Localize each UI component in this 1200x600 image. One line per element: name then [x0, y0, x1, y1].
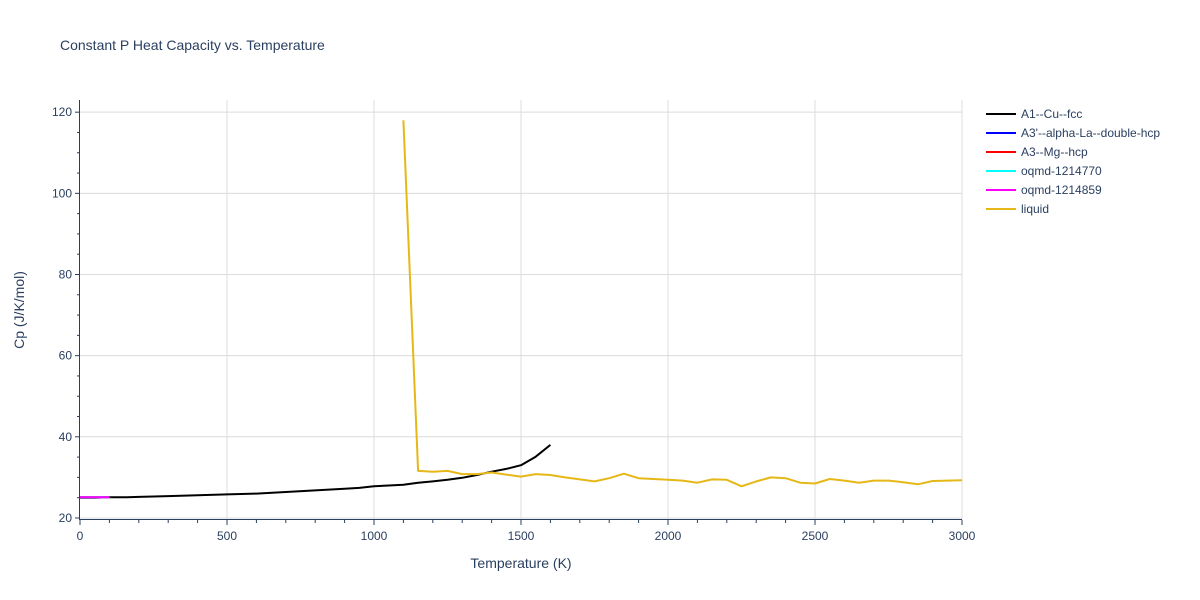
grid-lines [80, 100, 963, 520]
series-line-5 [402, 120, 963, 488]
axes [79, 100, 962, 520]
x-tick-label: 1000 [361, 529, 388, 543]
plot-area [80, 120, 963, 499]
series-line-0 [80, 444, 552, 499]
y-tick-label: 20 [59, 511, 73, 525]
x-tick-label: 1500 [508, 529, 535, 543]
legend-item[interactable]: oqmd-1214859 [986, 183, 1102, 197]
x-tick-label: 2500 [802, 529, 829, 543]
y-tick-label: 120 [52, 105, 72, 119]
legend-label: liquid [1021, 202, 1049, 216]
x-tick-label: 3000 [949, 529, 976, 543]
x-tick-label: 2000 [655, 529, 682, 543]
legend-label: A3--Mg--hcp [1021, 145, 1088, 159]
x-tick-labels: 0 500 1000 1500 2000 2500 3000 [77, 520, 976, 543]
y-axis-title: Cp (J/K/mol) [11, 271, 27, 349]
legend-item[interactable]: A3--Mg--hcp [986, 145, 1088, 159]
y-tick-label: 60 [59, 349, 73, 363]
legend-item[interactable]: A3'--alpha-La--double-hcp [986, 126, 1160, 140]
legend-label: A3'--alpha-La--double-hcp [1021, 126, 1160, 140]
legend[interactable]: A1--Cu--fcc A3'--alpha-La--double-hcp A3--… [986, 107, 1160, 216]
legend-item[interactable]: oqmd-1214770 [986, 164, 1102, 178]
legend-label: oqmd-1214770 [1021, 164, 1102, 178]
legend-item[interactable]: A1--Cu--fcc [986, 107, 1082, 121]
x-axis-title: Temperature (K) [470, 555, 571, 571]
x-tick-label: 500 [217, 529, 237, 543]
x-tick-label: 0 [77, 529, 84, 543]
y-tick-label: 100 [52, 186, 72, 200]
legend-label: oqmd-1214859 [1021, 183, 1102, 197]
y-tick-label: 40 [59, 430, 73, 444]
y-tick-labels: 20 40 60 80 100 120 [52, 105, 80, 525]
chart-title: Constant P Heat Capacity vs. Temperature [60, 37, 325, 53]
legend-item[interactable]: liquid [986, 202, 1049, 216]
y-tick-label: 80 [59, 267, 73, 281]
legend-label: A1--Cu--fcc [1021, 107, 1082, 121]
